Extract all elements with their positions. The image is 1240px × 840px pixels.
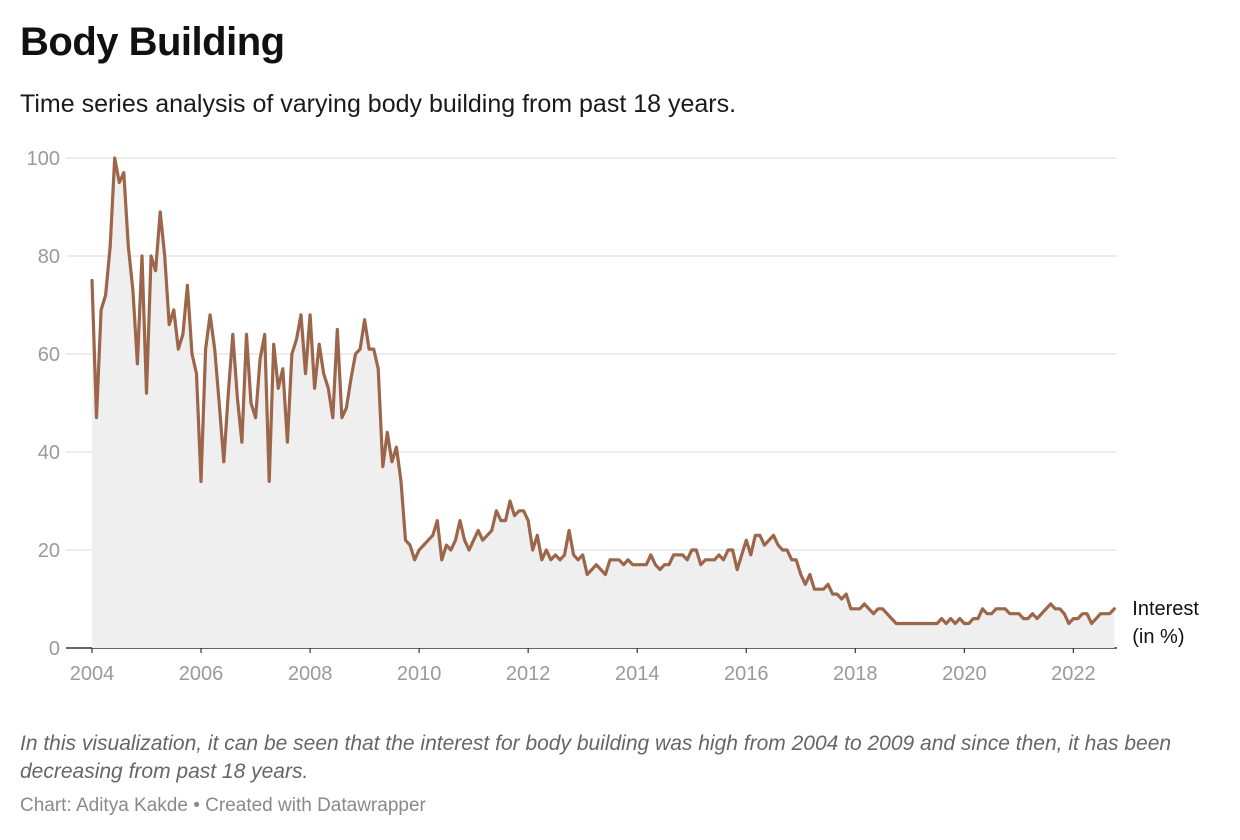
x-tick-label: 2004 bbox=[70, 663, 115, 685]
chart-notes: In this visualization, it can be seen th… bbox=[20, 732, 1172, 783]
series-line-group bbox=[90, 156, 1116, 626]
x-tick-label: 2008 bbox=[288, 663, 333, 685]
series-label: (in %) bbox=[1132, 626, 1184, 648]
chart-subtitle: Time series analysis of varying body bui… bbox=[20, 90, 737, 118]
x-tick-label: 2020 bbox=[942, 663, 987, 685]
y-tick-label: 100 bbox=[27, 148, 60, 170]
x-tick-label: 2010 bbox=[397, 663, 442, 685]
area-fill-path bbox=[92, 158, 1115, 648]
y-tick-label: 80 bbox=[38, 246, 60, 268]
x-axis-tick-labels: 2004 2006 2008 2010 2012 2014 2016 2018 2020 2022 bbox=[70, 648, 1096, 685]
x-tick-label: 2016 bbox=[724, 663, 769, 685]
series-line bbox=[90, 156, 1116, 626]
area-fill bbox=[92, 158, 1115, 648]
y-tick-label: 0 bbox=[49, 638, 60, 660]
series-label-group: Interest (in %) bbox=[1132, 598, 1199, 648]
y-tick-label: 20 bbox=[38, 540, 60, 562]
y-tick-label: 40 bbox=[38, 442, 60, 464]
y-tick-label: 60 bbox=[38, 344, 60, 366]
x-tick-label: 2018 bbox=[833, 663, 878, 685]
chart-footer: Chart: Aditya Kakde • Created with Dataw… bbox=[20, 795, 426, 816]
x-tick-label: 2014 bbox=[615, 663, 660, 685]
y-axis-tick-labels: 0 20 40 60 80 100 bbox=[27, 148, 60, 660]
chart-title: Body Building bbox=[20, 20, 285, 64]
series-label: Interest bbox=[1132, 598, 1199, 620]
x-tick-label: 2006 bbox=[179, 663, 224, 685]
x-tick-label: 2022 bbox=[1051, 663, 1096, 685]
x-tick-label: 2012 bbox=[506, 663, 551, 685]
line-chart: 0 20 40 60 80 100 2004 2006 2008 2010 2012 2014 201… bbox=[27, 148, 1200, 685]
